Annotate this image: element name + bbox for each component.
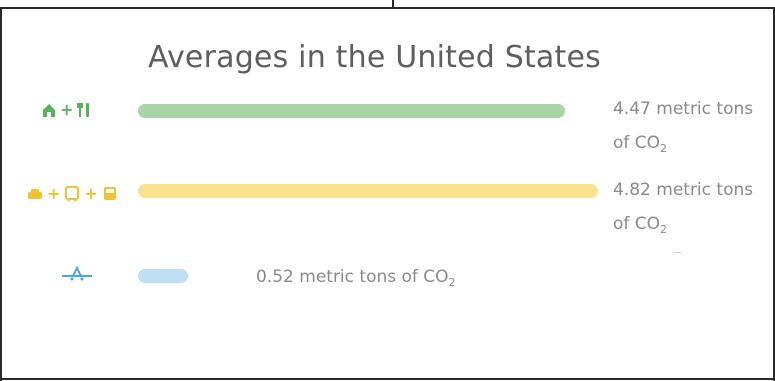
decorative-dash xyxy=(673,252,681,253)
train-icon xyxy=(103,186,116,200)
plus-icon: + xyxy=(84,184,98,203)
home-icon xyxy=(43,103,55,117)
value-label-vehicle-transit-line2: of CO2 xyxy=(613,214,668,236)
plus-icon: + xyxy=(47,184,61,203)
value-label-home-food: 4.47 metric tons of CO2 xyxy=(613,92,753,166)
flight-icons xyxy=(60,265,94,283)
home-food-icons: + xyxy=(42,100,91,119)
value-label-vehicle-transit: 4.82 metric tons of CO2 xyxy=(613,173,753,247)
value-label-vehicle-transit-line1: 4.82 metric tons xyxy=(613,180,754,200)
bar-home-food xyxy=(138,104,565,118)
bottom-border xyxy=(0,378,775,380)
top-divider xyxy=(0,7,775,9)
right-border xyxy=(773,7,775,381)
bar-flight xyxy=(138,269,188,283)
bar-vehicle-transit xyxy=(138,184,598,198)
airplane-icon xyxy=(62,265,92,281)
bus-icon xyxy=(65,185,80,202)
value-label-home-food-line2: of CO2 xyxy=(613,133,668,155)
car-icon xyxy=(28,188,42,199)
left-border xyxy=(0,7,2,381)
vehicle-transit-icons: + + xyxy=(27,184,118,203)
chart-title: Averages in the United States xyxy=(148,40,601,75)
fork-knife-icon xyxy=(77,102,90,117)
value-label-flight: 0.52 metric tons of CO2 xyxy=(256,267,456,289)
value-label-home-food-line1: 4.47 metric tons xyxy=(613,99,754,119)
plus-icon: + xyxy=(60,100,74,119)
top-divider-tick xyxy=(392,0,394,9)
